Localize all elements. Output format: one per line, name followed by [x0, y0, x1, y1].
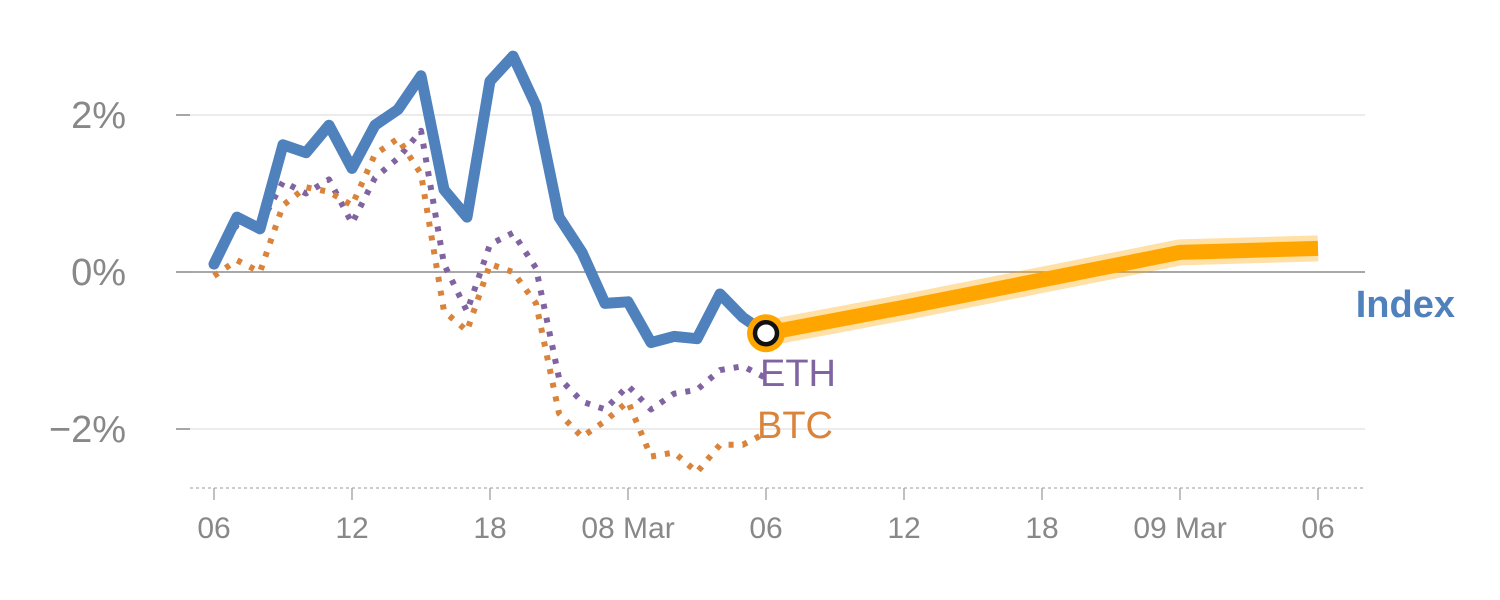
y-tick-label: 0% [71, 252, 126, 294]
x-tick-label: 09 Mar [1133, 512, 1226, 545]
x-tick-label: 08 Mar [581, 512, 674, 545]
series-label-eth: ETH [760, 353, 836, 395]
series-label-index: Index [1356, 284, 1455, 326]
x-tick-label: 12 [335, 512, 368, 545]
y-tick-label: 2% [71, 95, 126, 137]
marker-layer [747, 314, 785, 353]
x-tick-label: 06 [197, 512, 230, 545]
series-layer [208, 50, 1319, 476]
x-tick-label: 18 [473, 512, 506, 545]
series-label-btc: BTC [757, 405, 833, 447]
y-tick-label: −2% [49, 409, 126, 451]
x-axis: 06 12 18 08 Mar 06 12 18 09 Mar 06 [190, 487, 1365, 545]
series-btc-line [212, 135, 768, 476]
current-point-marker [752, 319, 780, 347]
x-tick-label: 06 [749, 512, 782, 545]
forecast-line [764, 240, 1319, 341]
x-tick-label: 12 [887, 512, 920, 545]
x-tick-label: 18 [1025, 512, 1058, 545]
x-tick-label: 06 [1301, 512, 1334, 545]
y-axis: 2% 0% −2% [49, 95, 190, 451]
series-eth-line [211, 127, 768, 413]
series-index-line [208, 50, 772, 349]
